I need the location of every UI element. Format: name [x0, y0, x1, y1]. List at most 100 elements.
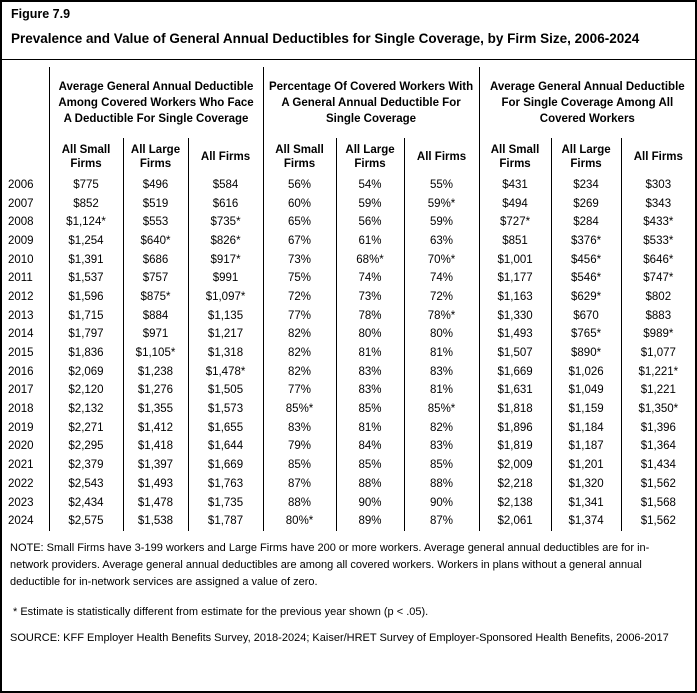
table-row: 2006 $775 $496 $584 56% 54% 55% $431 $234 $303	[2, 176, 695, 195]
cell-value: $533*	[620, 232, 695, 252]
cell-value: 85%	[403, 456, 480, 476]
cell-value: $1,341	[550, 493, 622, 513]
row-year: 2010	[8, 253, 34, 266]
table-row: 2016 $2,069 $1,238 $1,478* 82% 83% 83% $1,669 $1…	[2, 363, 695, 382]
column-group-header-percentage-covered: Percentage Of Covered Workers With A Gen…	[262, 67, 480, 139]
cell-value: $1,396	[620, 419, 695, 438]
cell-value: $1,669	[187, 456, 264, 476]
cell-value: $1,538	[122, 512, 188, 532]
row-year: 2014	[8, 328, 34, 341]
cell-value: $727*	[478, 213, 552, 233]
cell-value: 67%	[262, 232, 337, 252]
cell-value: 82%	[262, 344, 337, 364]
cell-value: $1,001	[478, 251, 552, 270]
subheader-all-small-firms: All Small Firms	[478, 138, 552, 177]
table-body: 2006 $775 $496 $584 56% 54% 55% $431 $234 $303 200…	[2, 176, 695, 532]
cell-value: 79%	[262, 437, 337, 457]
table-row: 2014 $1,797 $971 $1,217 82% 80% 80% $1,493 $765*…	[2, 325, 695, 345]
cell-value: $1,478	[122, 493, 188, 513]
cell-value: 55%	[403, 176, 480, 195]
cell-value: $1,318	[187, 344, 264, 364]
cell-value: $456*	[550, 251, 622, 270]
cell-value: $496	[122, 176, 188, 195]
cell-value: $1,184	[550, 419, 622, 438]
cell-value: $1,631	[478, 381, 552, 401]
cell-value: 85%	[262, 456, 337, 476]
table-row: 2020 $2,295 $1,418 $1,644 79% 84% 83% $1,819 $1,…	[2, 437, 695, 457]
cell-value: 81%	[335, 344, 405, 364]
cell-value: $1,478*	[187, 363, 264, 382]
cell-value: $989*	[620, 325, 695, 345]
cell-value: $2,132	[48, 400, 123, 420]
cell-value: $303	[620, 176, 695, 195]
cell-value: $629*	[550, 288, 622, 308]
table-row: 2017 $2,120 $1,276 $1,505 77% 83% 81% $1,631 $1,…	[2, 381, 695, 401]
table-row: 2013 $1,715 $884 $1,135 77% 78% 78%* $1,330 $670…	[2, 307, 695, 326]
cell-value: 75%	[262, 269, 337, 289]
cell-value: 83%	[262, 419, 337, 438]
subheader-all-small-firms: All Small Firms	[48, 138, 123, 177]
cell-value: $584	[187, 176, 264, 195]
column-group-header-all-covered: Average General Annual Deductible For Si…	[478, 67, 695, 139]
cell-value: $1,135	[187, 307, 264, 326]
year-column-spacer	[2, 138, 49, 176]
cell-value: $1,669	[478, 363, 552, 382]
table-row: 2010 $1,391 $686 $917* 73% 68%* 70%* $1,001 $456…	[2, 251, 695, 270]
row-year: 2018	[8, 403, 34, 416]
cell-value: 88%	[335, 475, 405, 494]
cell-value: $616	[187, 194, 264, 214]
cell-value: $1,418	[122, 437, 188, 457]
cell-value: 82%	[262, 325, 337, 345]
notes-block: NOTE: Small Firms have 3-199 workers and…	[2, 540, 695, 647]
cell-value: 74%	[403, 269, 480, 289]
cell-value: $1,077	[620, 344, 695, 364]
cell-value: $2,138	[478, 493, 552, 513]
cell-value: $2,434	[48, 493, 123, 513]
cell-value: 65%	[262, 213, 337, 233]
cell-value: $376*	[550, 232, 622, 252]
cell-value: $1,763	[187, 475, 264, 494]
cell-value: $1,896	[478, 419, 552, 438]
cell-value: 83%	[335, 363, 405, 382]
cell-value: $2,271	[48, 419, 123, 438]
cell-value: $2,379	[48, 456, 123, 476]
subheader-all-firms: All Firms	[187, 138, 264, 177]
cell-value: $1,391	[48, 251, 123, 270]
cell-value: $2,295	[48, 437, 123, 457]
subheader-all-large-firms: All Large Firms	[335, 138, 405, 177]
cell-value: $1,097*	[187, 288, 264, 308]
subheader-all-small-firms: All Small Firms	[262, 138, 337, 177]
row-year: 2021	[8, 459, 34, 472]
cell-value: $1,505	[187, 381, 264, 401]
cell-value: 59%*	[403, 194, 480, 214]
cell-value: 54%	[335, 176, 405, 195]
cell-value: $284	[550, 213, 622, 233]
cell-value: $765*	[550, 325, 622, 345]
cell-value: $1,320	[550, 475, 622, 494]
cell-value: $686	[122, 251, 188, 270]
cell-value: $1,493	[478, 325, 552, 345]
title-block: Figure 7.9 Prevalence and Value of Gener…	[2, 2, 695, 61]
row-year: 2012	[8, 290, 34, 303]
cell-value: $1,655	[187, 419, 264, 438]
cell-value: $1,836	[48, 344, 123, 364]
row-year: 2015	[8, 347, 34, 360]
cell-value: $1,568	[620, 493, 695, 513]
row-year: 2006	[8, 178, 34, 191]
cell-value: $1,797	[48, 325, 123, 345]
cell-value: $1,221*	[620, 363, 695, 382]
cell-value: $851	[478, 232, 552, 252]
cell-value: $1,412	[122, 419, 188, 438]
subheader-all-large-firms: All Large Firms	[550, 138, 622, 177]
cell-value: 84%	[335, 437, 405, 457]
table-row: 2011 $1,537 $757 $991 75% 74% 74% $1,177 $546* $7…	[2, 269, 695, 289]
cell-value: 80%	[403, 325, 480, 345]
table-row: 2018 $2,132 $1,355 $1,573 85%* 85% 85%* $1,818 $…	[2, 400, 695, 420]
cell-value: $775	[48, 176, 123, 195]
cell-value: $269	[550, 194, 622, 214]
cell-value: $1,254	[48, 232, 123, 252]
cell-value: $646*	[620, 251, 695, 270]
cell-value: $991	[187, 269, 264, 289]
cell-value: 87%	[403, 512, 480, 532]
